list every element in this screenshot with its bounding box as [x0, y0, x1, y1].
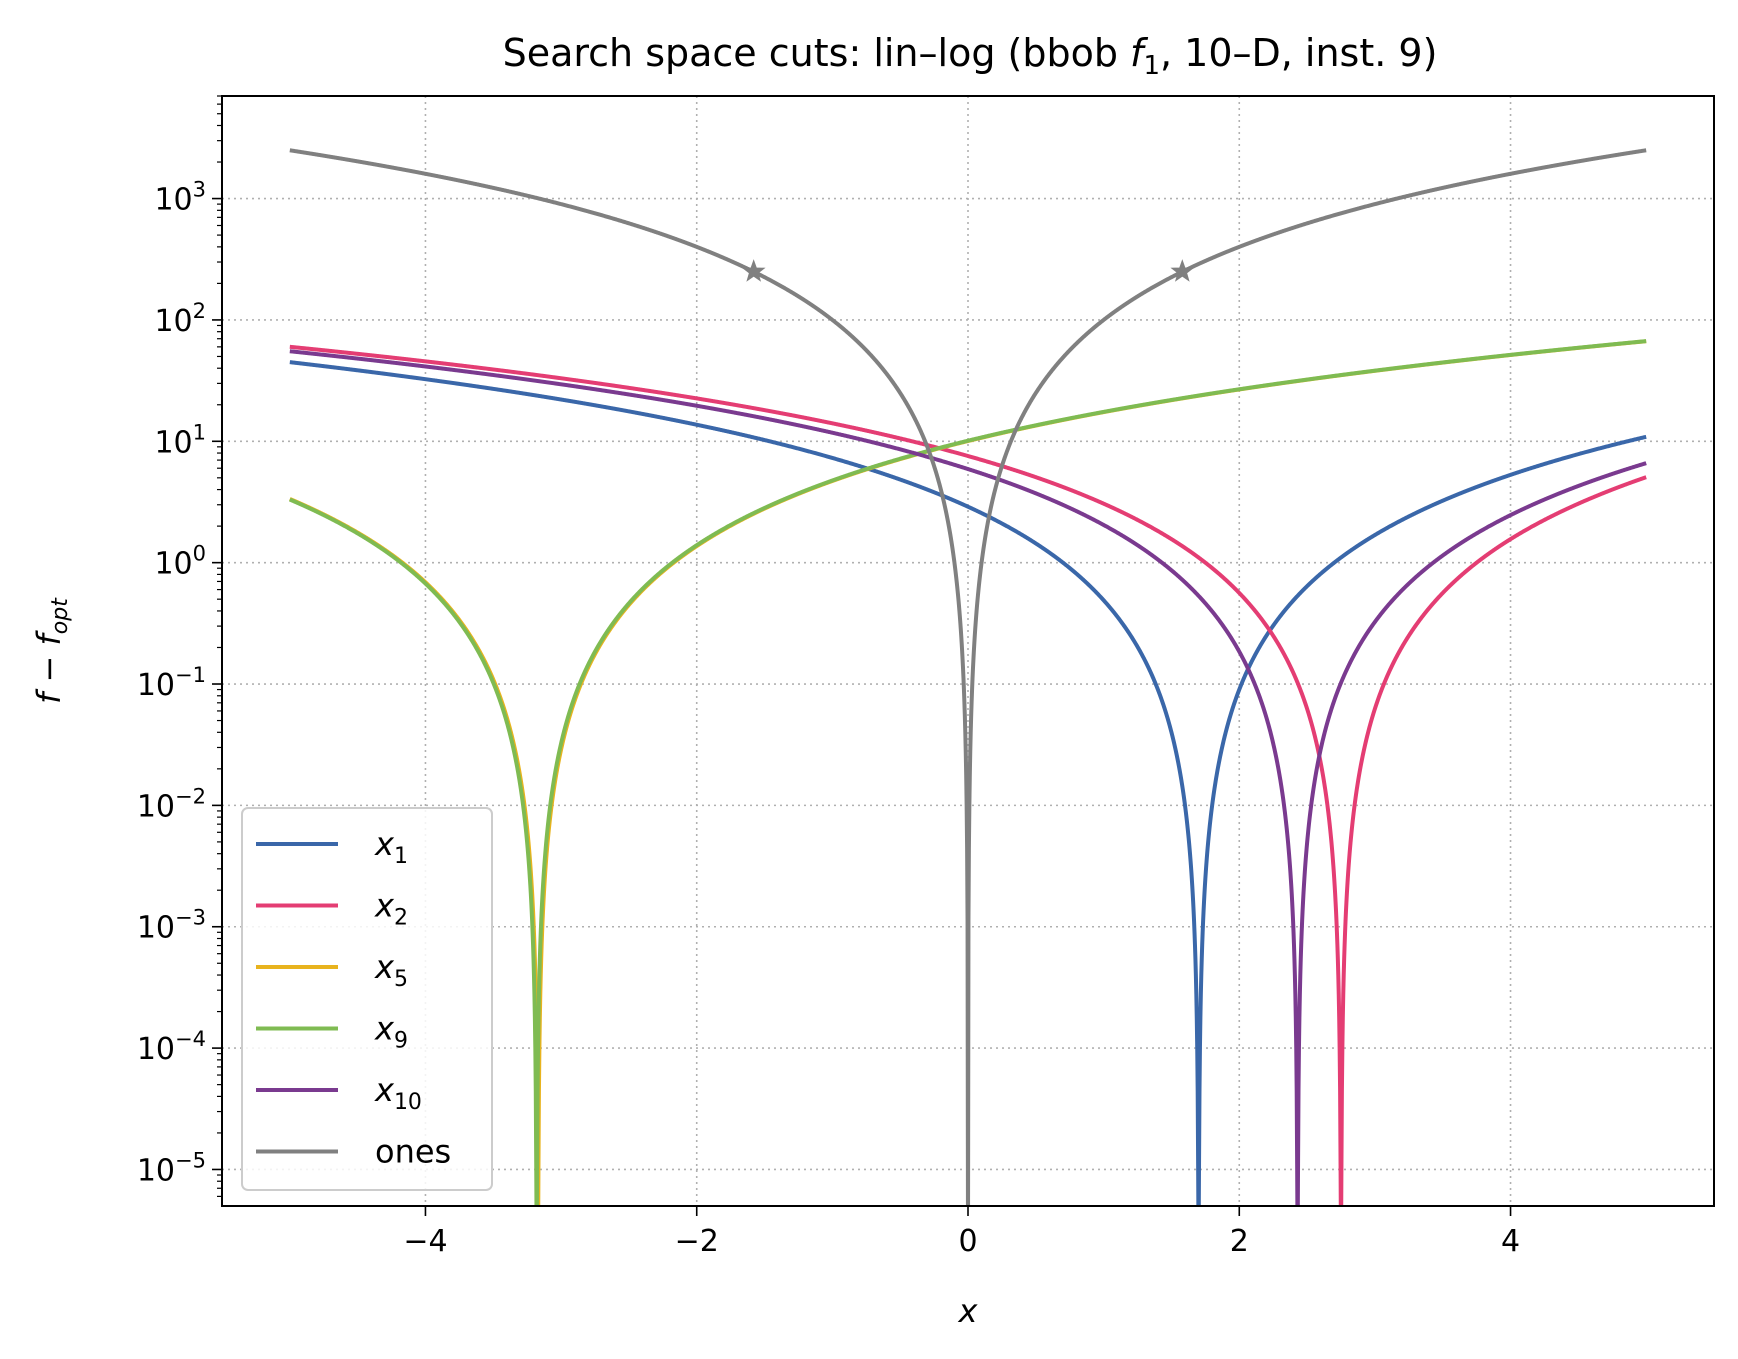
series-line-3	[288, 339, 1648, 1206]
legend-label: x1	[374, 825, 408, 869]
x-axis-label: x	[958, 1292, 979, 1330]
series-markers	[741, 259, 1195, 282]
y-tick-label: 101	[154, 420, 206, 460]
series-lines	[288, 148, 1648, 1206]
legend-label: ones	[375, 1133, 451, 1171]
x-tick-label: −2	[675, 1224, 719, 1259]
legend-label: x2	[374, 887, 408, 931]
y-tick-label: 10−1	[137, 663, 206, 703]
star-marker	[741, 259, 766, 282]
y-axis: 10−5 10−4 10−3 10−2 10−1 100 101 102 103	[137, 95, 222, 1197]
legend: x1 x2 x5 x9 x10 ones	[241, 807, 493, 1191]
y-tick-label: 100	[154, 542, 206, 582]
y-tick-label: 102	[154, 299, 206, 339]
star-marker	[1170, 259, 1195, 282]
y-tick-label: 103	[154, 178, 206, 218]
legend-box	[241, 807, 493, 1191]
y-tick-label: 10−2	[137, 784, 206, 824]
series-line-1	[288, 344, 1648, 1206]
x-tick-label: 4	[1501, 1224, 1520, 1259]
legend-label: x9	[374, 1010, 408, 1054]
series-line-0	[288, 360, 1648, 1206]
y-tick-label: 10−4	[137, 1027, 206, 1067]
chart-title: Search space cuts: lin–log (bbob f1, 10–…	[503, 31, 1438, 81]
y-tick-label: 10−5	[137, 1148, 206, 1188]
legend-label: x5	[374, 948, 408, 992]
y-tick-label: 10−3	[137, 906, 206, 946]
legend-label: x10	[374, 1071, 422, 1115]
x-tick-label: −4	[403, 1224, 447, 1259]
series-line-5	[288, 148, 1648, 1206]
series-line-4	[288, 349, 1648, 1206]
x-axis: −4 −2 0 2 4	[403, 1206, 1520, 1259]
x-tick-label: 2	[1230, 1224, 1249, 1259]
x-tick-label: 0	[958, 1224, 977, 1259]
